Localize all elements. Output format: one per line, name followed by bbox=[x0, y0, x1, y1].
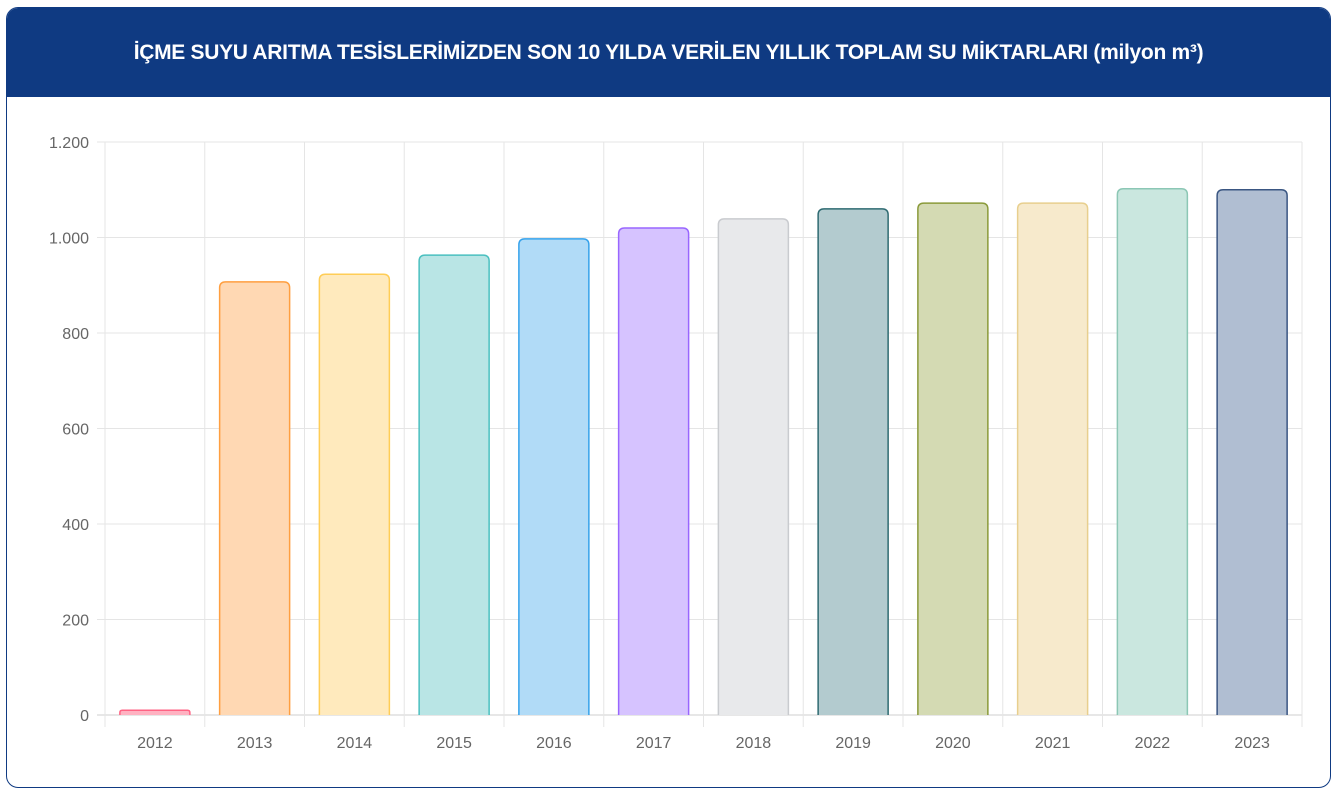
x-tick-label: 2017 bbox=[636, 735, 672, 752]
bar-2019 bbox=[817, 208, 889, 715]
bar-2020 bbox=[917, 202, 989, 715]
x-tick-label: 2022 bbox=[1135, 735, 1171, 752]
x-tick-label: 2014 bbox=[337, 735, 373, 752]
y-tick-label: 200 bbox=[62, 613, 89, 630]
bar-2017 bbox=[617, 227, 690, 715]
x-tick-label: 2023 bbox=[1234, 735, 1270, 752]
y-tick-label: 0 bbox=[80, 708, 89, 725]
y-tick-label: 400 bbox=[62, 517, 89, 534]
x-tick-label: 2021 bbox=[1035, 735, 1071, 752]
bar-2016 bbox=[518, 238, 590, 715]
bar-2022 bbox=[1116, 188, 1189, 715]
bar-2012 bbox=[119, 709, 191, 715]
bar-2014 bbox=[318, 273, 391, 715]
bar-2013 bbox=[218, 281, 291, 715]
x-tick-label: 2012 bbox=[137, 735, 173, 752]
x-tick-label: 2020 bbox=[935, 735, 971, 752]
bar-2015 bbox=[418, 254, 490, 715]
x-tick-label: 2016 bbox=[536, 735, 572, 752]
x-tick-label: 2013 bbox=[237, 735, 273, 752]
x-tick-label: 2018 bbox=[736, 735, 772, 752]
x-tick-label: 2019 bbox=[835, 735, 871, 752]
y-tick-label: 600 bbox=[62, 422, 89, 439]
bar-2023 bbox=[1216, 189, 1288, 715]
bar-2021 bbox=[1016, 202, 1089, 715]
chart-title: İÇME SUYU ARITMA TESİSLERİMİZDEN SON 10 … bbox=[7, 8, 1330, 97]
y-tick-label: 800 bbox=[62, 326, 89, 343]
bar-2018 bbox=[717, 218, 790, 715]
x-tick-label: 2015 bbox=[436, 735, 472, 752]
y-tick-label: 1.200 bbox=[49, 135, 89, 152]
y-tick-label: 1.000 bbox=[49, 231, 89, 248]
